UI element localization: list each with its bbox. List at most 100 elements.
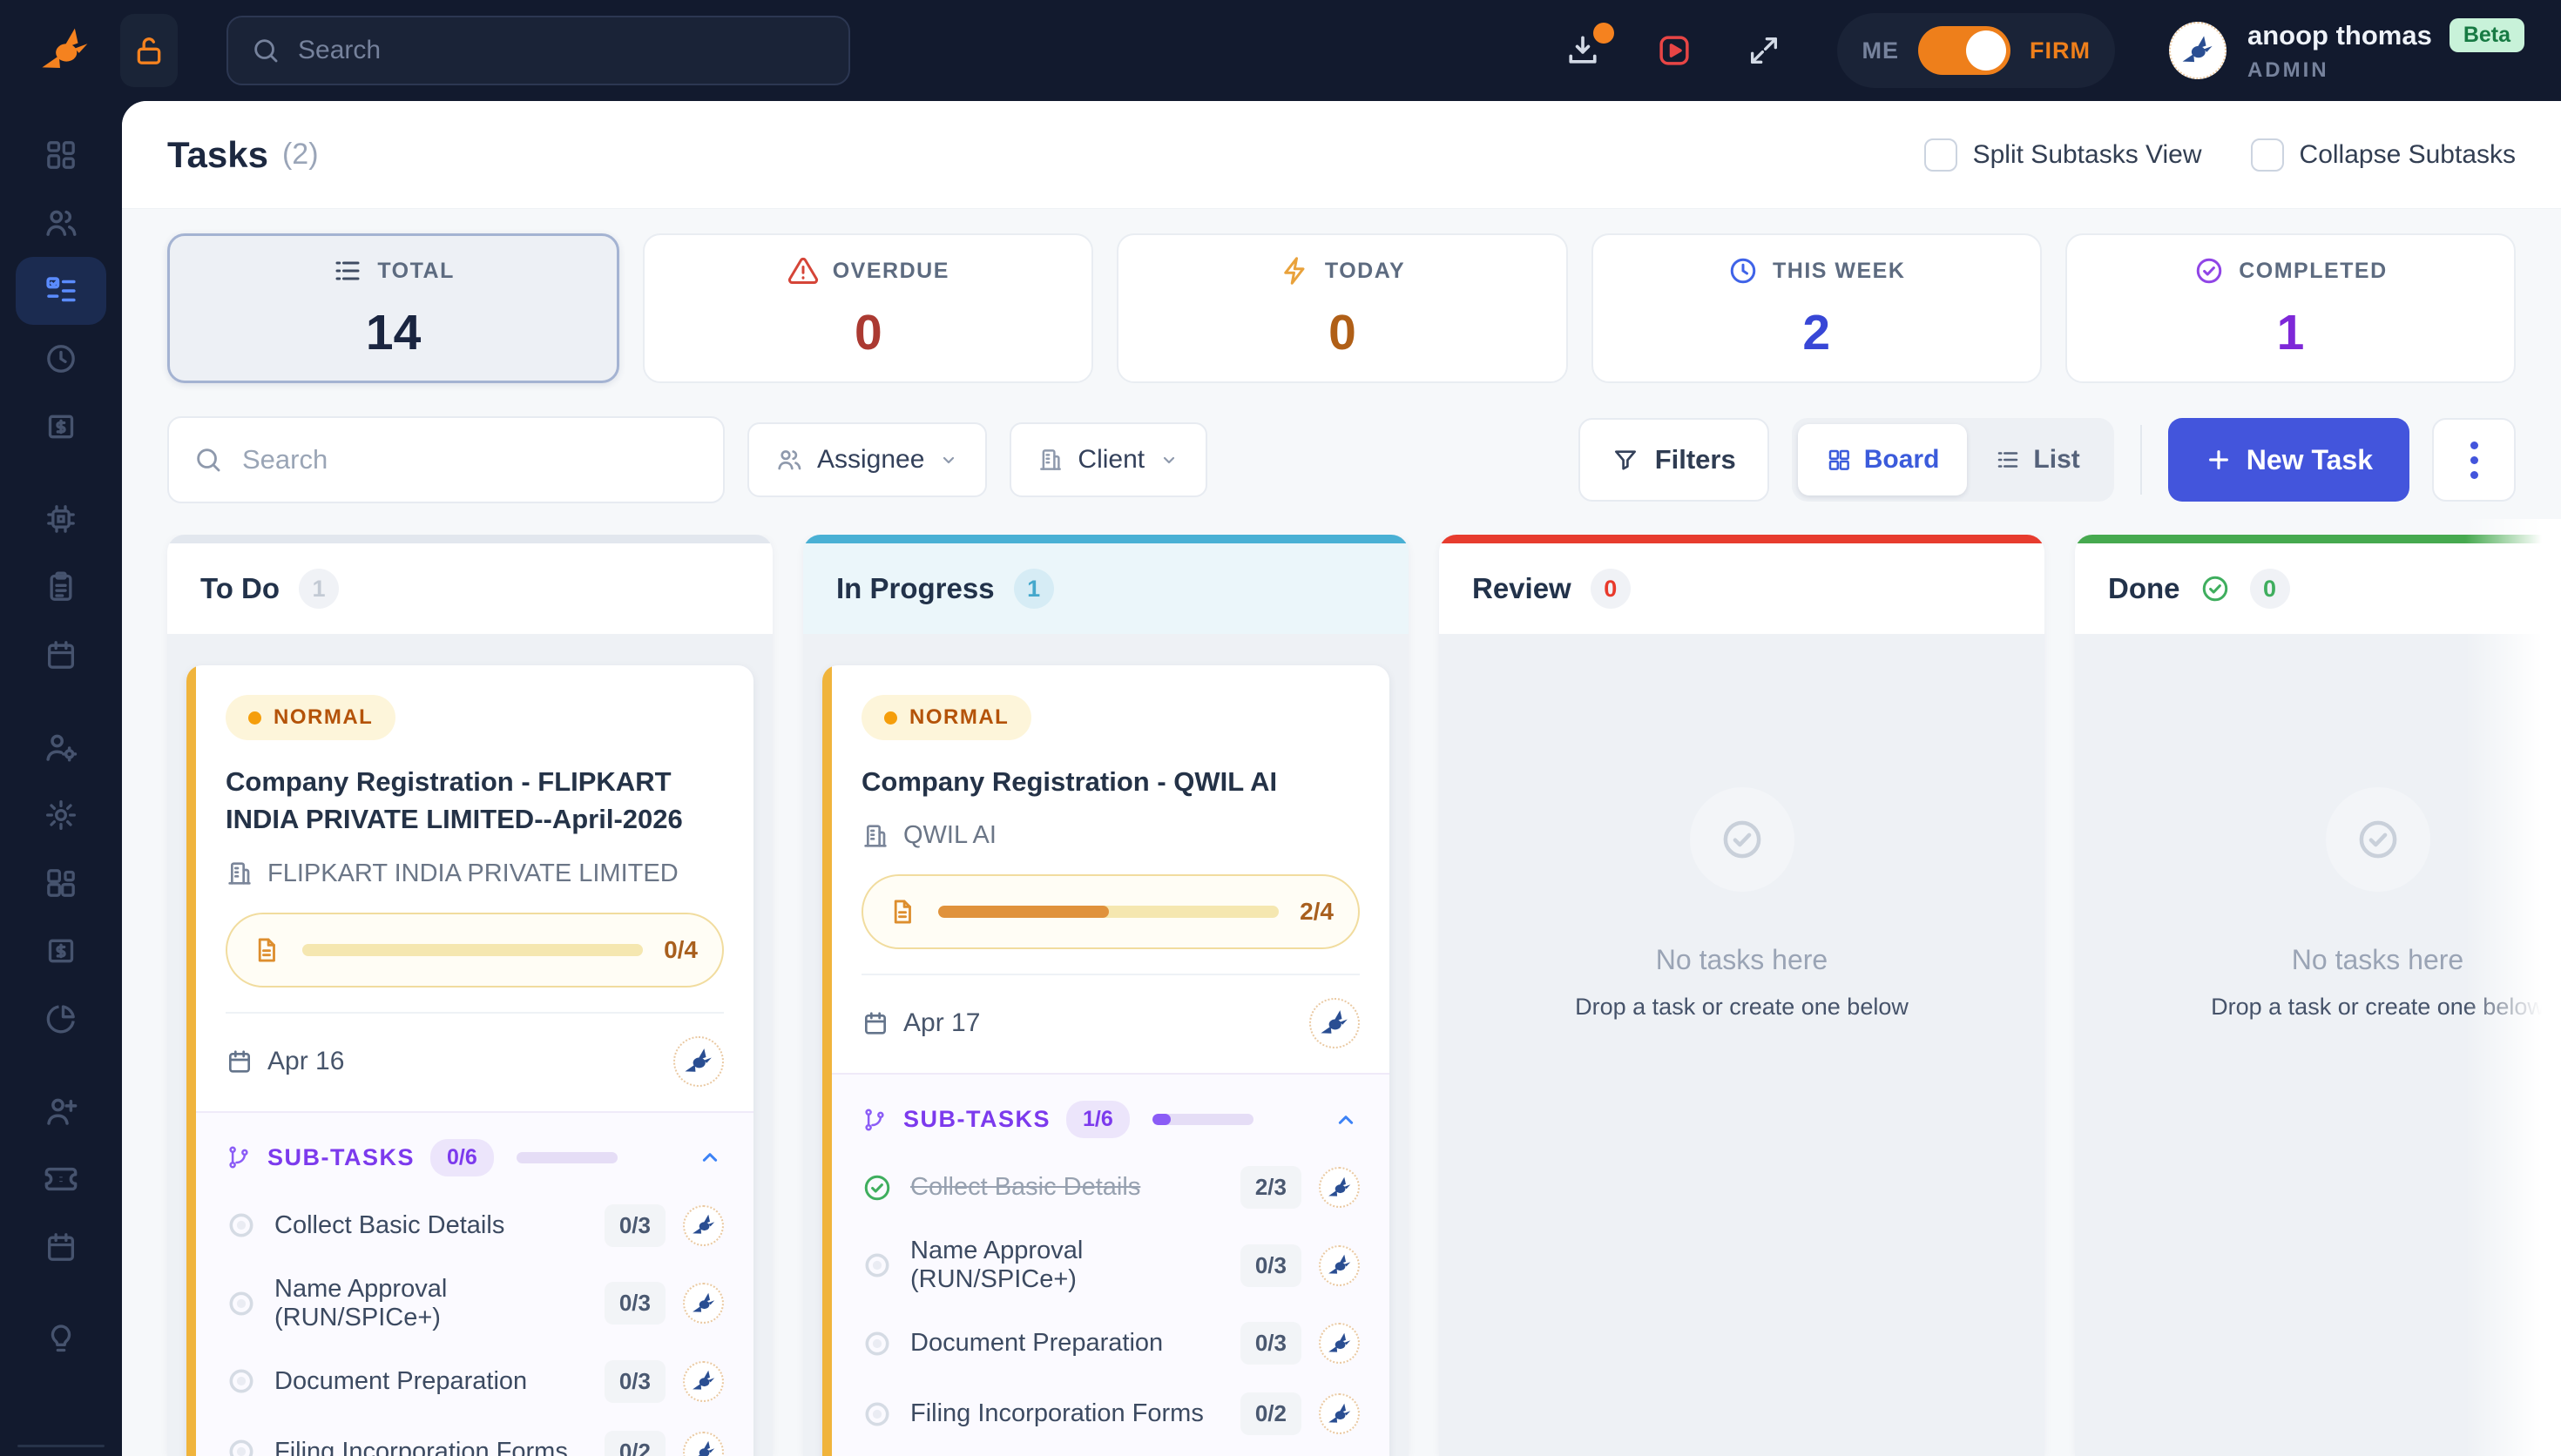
page-title: Tasks: [167, 133, 268, 175]
stat-card-this-week[interactable]: THIS WEEK 2: [1591, 233, 2042, 383]
subtask-status-icon[interactable]: [226, 1436, 257, 1456]
subtask-status-icon[interactable]: [226, 1288, 257, 1319]
chevron-up-icon[interactable]: [1332, 1106, 1360, 1134]
sidebar-item-add-client[interactable]: [16, 1077, 106, 1145]
subtask-status-icon[interactable]: [226, 1210, 257, 1241]
stat-card-total[interactable]: TOTAL 14: [167, 233, 620, 383]
toggle-me-label[interactable]: ME: [1862, 37, 1899, 64]
check-circle-icon: [2193, 255, 2225, 286]
subtask-status-icon[interactable]: [862, 1250, 893, 1281]
stat-label: THIS WEEK: [1773, 258, 1906, 283]
tutorials-button[interactable]: [1656, 32, 1693, 69]
subtask-row[interactable]: Collect Basic Details 0/3: [226, 1203, 724, 1247]
kanban-board: To Do 1 NORMAL Company Registration - FL…: [122, 535, 2561, 1456]
more-options-button[interactable]: [2432, 418, 2516, 502]
task-client: QWIL AI: [903, 821, 997, 850]
avatar-bird-icon: [1328, 1402, 1352, 1426]
column-done-body: No tasks here Drop a task or create one …: [2075, 634, 2561, 1456]
toggle-switch[interactable]: [1917, 26, 2010, 75]
task-title[interactable]: Company Registration - FLIPKART INDIA PR…: [226, 766, 683, 835]
global-search-input[interactable]: [298, 36, 826, 65]
lock-button[interactable]: [120, 14, 178, 87]
sidebar-item-tasks[interactable]: [16, 257, 106, 325]
sidebar-item-dashboard[interactable]: [16, 121, 106, 189]
subtasks-section: SUB-TASKS 0/6 Collect Basic Details 0/3: [186, 1110, 753, 1456]
collapse-subtasks-checkbox[interactable]: [2250, 138, 2284, 172]
board-view-tab[interactable]: Board: [1797, 424, 1968, 495]
subtasks-section: SUB-TASKS 1/6 Collect Basic Details 2/3: [822, 1073, 1389, 1456]
stat-card-today[interactable]: TODAY 0: [1117, 233, 1568, 383]
top-bar: ME FIRM anoop thomas Beta ADMIN: [0, 0, 2561, 101]
column-count-badge: 1: [1013, 569, 1054, 609]
column-todo-body: NORMAL Company Registration - FLIPKART I…: [167, 634, 773, 1456]
subtask-status-icon[interactable]: [862, 1399, 893, 1430]
task-search[interactable]: [167, 416, 725, 503]
subtask-status-icon[interactable]: [862, 1328, 893, 1359]
stat-label: TODAY: [1324, 258, 1406, 283]
global-search[interactable]: [226, 16, 850, 85]
sidebar-item-tickets[interactable]: [16, 1145, 106, 1213]
filters-label: Filters: [1654, 444, 1736, 475]
sidebar-item-invoices[interactable]: [16, 393, 106, 461]
search-icon: [251, 36, 280, 65]
sidebar-item-reports[interactable]: [16, 985, 106, 1053]
progress-track: [938, 906, 1280, 919]
assignee-avatar: [683, 1283, 724, 1325]
dashboard-icon: [44, 138, 78, 172]
assignee-filter-dropdown[interactable]: Assignee: [747, 422, 988, 497]
fullscreen-button[interactable]: [1747, 33, 1781, 68]
subtask-count-badge: 0/3: [1240, 1322, 1301, 1365]
stat-value: 14: [365, 305, 422, 361]
play-video-icon: [1656, 32, 1693, 69]
subtask-row[interactable]: Name Approval (RUN/SPICe+) 0/3: [226, 1275, 724, 1332]
sidebar-item-calendar[interactable]: [16, 621, 106, 689]
stat-card-overdue[interactable]: OVERDUE 0: [643, 233, 1094, 383]
user-role: ADMIN: [2247, 58, 2329, 82]
downloads-button[interactable]: [1564, 23, 1615, 70]
check-circle-icon[interactable]: [862, 1172, 893, 1203]
sidebar-item-automation[interactable]: [16, 485, 106, 553]
progress-fill: [938, 906, 1109, 919]
subtask-row[interactable]: Document Preparation 0/3: [862, 1322, 1360, 1365]
subtask-row[interactable]: Filing Incorporation Forms 0/2: [226, 1430, 724, 1456]
subtask-row[interactable]: Document Preparation 0/3: [226, 1359, 724, 1403]
sidebar-item-settings[interactable]: [16, 781, 106, 849]
sidebar-item-billing[interactable]: [16, 917, 106, 985]
task-search-input[interactable]: [242, 444, 699, 475]
chevron-up-icon[interactable]: [696, 1143, 724, 1171]
client-filter-dropdown[interactable]: Client: [1010, 422, 1208, 497]
sidebar-item-integrations[interactable]: [16, 849, 106, 917]
sidebar-item-team[interactable]: [16, 713, 106, 781]
collapse-subtasks-checkbox-row[interactable]: Collapse Subtasks: [2250, 138, 2516, 172]
stat-card-completed[interactable]: COMPLETED 1: [2064, 233, 2517, 383]
sidebar-item-time[interactable]: [16, 325, 106, 393]
column-in-progress-body: NORMAL Company Registration - QWIL AI QW…: [803, 634, 1409, 1456]
filters-button[interactable]: Filters: [1578, 418, 1769, 502]
toggle-firm-label[interactable]: FIRM: [2029, 37, 2091, 64]
split-subtasks-checkbox-row[interactable]: Split Subtasks View: [1923, 138, 2202, 172]
document-icon: [252, 935, 281, 965]
subtask-row-completed[interactable]: Collect Basic Details 2/3: [862, 1166, 1360, 1210]
subtask-row[interactable]: Filing Incorporation Forms 0/2: [862, 1392, 1360, 1436]
subtask-row[interactable]: Name Approval (RUN/SPICe+) 0/3: [862, 1237, 1360, 1294]
stat-label: OVERDUE: [832, 258, 949, 283]
column-review: Review 0 No tasks here Drop a task or cr…: [1439, 535, 2044, 1456]
list-view-tab[interactable]: List: [1967, 424, 2107, 495]
task-card[interactable]: NORMAL Company Registration - FLIPKART I…: [186, 665, 753, 1456]
task-title[interactable]: Company Registration - QWIL AI: [862, 766, 1278, 797]
user-avatar[interactable]: [2168, 22, 2227, 79]
subtask-status-icon[interactable]: [226, 1365, 257, 1397]
stat-value: 2: [1802, 305, 1831, 361]
me-firm-toggle[interactable]: ME FIRM: [1837, 13, 2115, 88]
column-accent-bar: [2075, 535, 2561, 543]
sidebar-item-clients[interactable]: [16, 189, 106, 257]
new-task-button[interactable]: New Task: [2167, 418, 2409, 502]
sidebar-item-schedule[interactable]: [16, 1213, 106, 1281]
gear-icon: [44, 798, 78, 832]
user-gear-icon: [43, 729, 79, 765]
split-subtasks-checkbox[interactable]: [1923, 138, 1957, 172]
sidebar-item-ideas[interactable]: [16, 1305, 106, 1373]
sidebar-item-forms[interactable]: [16, 553, 106, 621]
task-card[interactable]: NORMAL Company Registration - QWIL AI QW…: [822, 665, 1389, 1456]
user-menu[interactable]: anoop thomas Beta ADMIN: [2168, 18, 2524, 83]
